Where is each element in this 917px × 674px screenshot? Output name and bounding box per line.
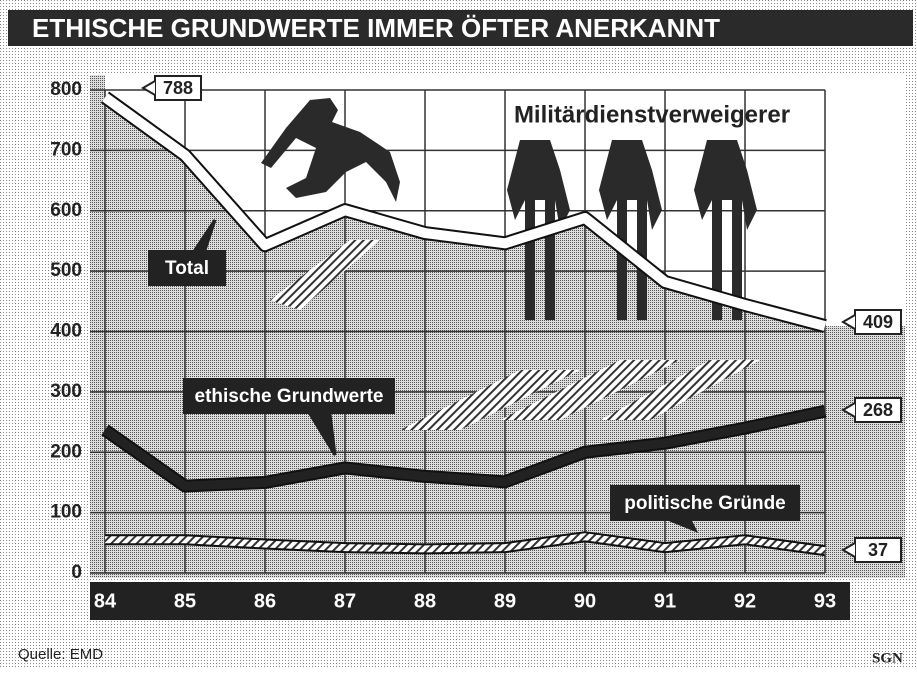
- y-tick-label: 100: [50, 502, 82, 523]
- y-tick-label: 800: [50, 79, 82, 100]
- credit: SGN: [872, 650, 903, 666]
- y-tick-label: 700: [50, 139, 82, 160]
- value-label: 37: [868, 540, 888, 560]
- x-tick-label: 85: [174, 590, 196, 612]
- x-tick-label: 88: [414, 590, 436, 612]
- x-tick-label: 93: [814, 590, 836, 612]
- x-tick-label: 91: [654, 590, 676, 612]
- x-tick-label: 87: [334, 590, 356, 612]
- x-tick-label: 89: [494, 590, 516, 612]
- value-label: 788: [163, 78, 193, 98]
- x-tick-label: 90: [574, 590, 596, 612]
- series-label: ethische Grundwerte: [195, 386, 384, 407]
- x-tick-label: 92: [734, 590, 756, 612]
- source: Quelle: EMD: [18, 646, 103, 663]
- x-tick-label: 86: [254, 590, 276, 612]
- x-tick-label: 84: [94, 590, 117, 612]
- chart-title: ETHISCHE GRUNDWERTE IMMER ÖFTER ANERKANN…: [32, 13, 720, 43]
- y-tick-label: 200: [50, 441, 82, 462]
- y-tick-label: 400: [50, 321, 82, 342]
- chart: ETHISCHE GRUNDWERTE IMMER ÖFTER ANERKANN…: [0, 0, 917, 669]
- series-label: Total: [165, 258, 209, 279]
- series-label: politische Gründe: [624, 493, 786, 514]
- value-label: 409: [863, 312, 893, 332]
- value-label: 268: [863, 400, 893, 420]
- y-tick-label: 600: [50, 200, 82, 221]
- y-tick-label: 0: [71, 562, 82, 583]
- annotation: Militärdienstverweigerer: [514, 101, 790, 128]
- y-tick-label: 500: [50, 260, 82, 281]
- y-tick-label: 300: [50, 381, 82, 402]
